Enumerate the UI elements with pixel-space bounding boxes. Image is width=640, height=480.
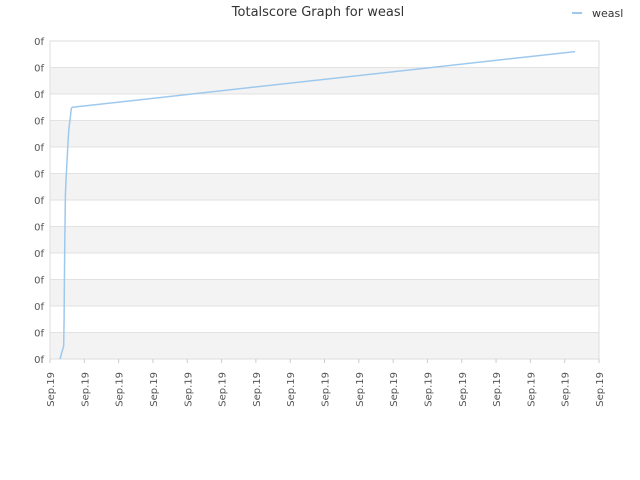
x-tick-label: Sep.19 [321, 372, 332, 407]
plot-band [50, 226, 599, 253]
y-tick-label: 0f [34, 170, 44, 181]
plot-background-bands [50, 41, 599, 359]
x-tick-label: Sep.19 [526, 372, 537, 407]
x-tick-label: Sep.19 [389, 372, 400, 407]
plot-band [50, 279, 599, 306]
x-tick-label: Sep.19 [561, 372, 572, 407]
y-tick-label: 0f [34, 276, 44, 287]
x-tick-label: Sep.19 [149, 372, 160, 407]
plot-band [50, 173, 599, 200]
y-axis-ticks: 0f 0f 0f 0f 0f 0f 0f 0f 0f 0f 0f 0f 0f [34, 37, 44, 366]
plot-band [50, 94, 599, 121]
x-axis-ticks: Sep.19 Sep.19 Sep.19 Sep.19 Sep.19 Sep.19 Sep.… [46, 359, 606, 407]
x-tick-label: Sep.19 [355, 372, 366, 407]
x-tick-label: Sep.19 [492, 372, 503, 407]
y-tick-label: 0f [34, 223, 44, 234]
plot-band [50, 41, 599, 68]
x-tick-label: Sep.19 [183, 372, 194, 407]
plot-band [50, 147, 599, 174]
x-tick-label: Sep.19 [218, 372, 229, 407]
y-tick-label: 0f [34, 302, 44, 313]
x-tick-label: Sep.19 [252, 372, 263, 407]
x-tick-label: Sep.19 [115, 372, 126, 407]
plot-band [50, 253, 599, 280]
y-tick-label: 0f [34, 64, 44, 75]
x-tick-label: Sep.19 [595, 372, 606, 407]
y-tick-label: 0f [34, 355, 44, 366]
y-tick-label: 0f [34, 90, 44, 101]
x-tick-label: Sep.19 [458, 372, 469, 407]
x-tick-label: Sep.19 [46, 372, 57, 407]
x-tick-label: Sep.19 [80, 372, 91, 407]
series-line-weasl [59, 50, 576, 360]
y-tick-label: 0f [34, 196, 44, 207]
plot-band [50, 120, 599, 147]
y-tick-label: 0f [34, 37, 44, 48]
y-tick-label: 0f [34, 329, 44, 340]
legend-label-weasl: weasl [592, 7, 623, 20]
series-group [59, 50, 576, 360]
chart-title: Totalscore Graph for weasl [231, 5, 404, 20]
plot-band [50, 67, 599, 94]
y-tick-label: 0f [34, 143, 44, 154]
plot-band [50, 332, 599, 359]
legend: weasl [572, 7, 623, 20]
x-tick-label: Sep.19 [286, 372, 297, 407]
y-tick-label: 0f [34, 117, 44, 128]
plot-band [50, 306, 599, 333]
x-tick-label: Sep.19 [423, 372, 434, 407]
plot-band [50, 200, 599, 227]
y-tick-label: 0f [34, 249, 44, 260]
